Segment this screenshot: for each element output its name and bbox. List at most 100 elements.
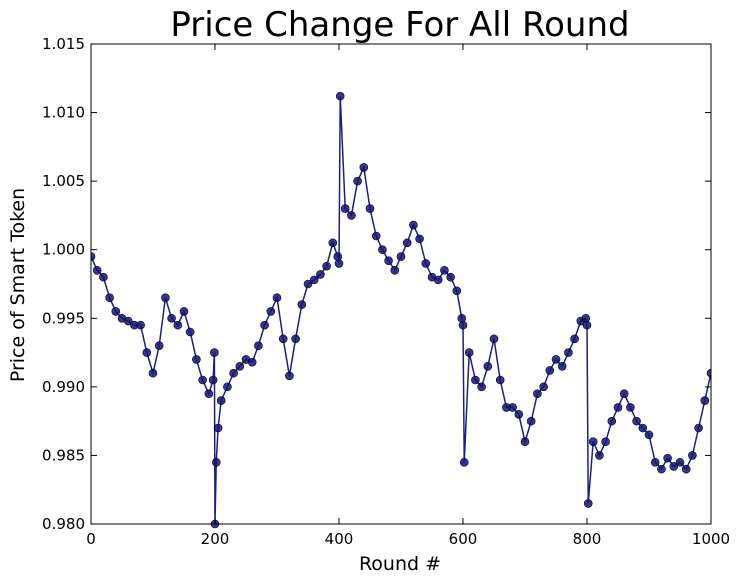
data-point: [514, 409, 524, 419]
data-point: [390, 265, 400, 275]
data-point: [353, 176, 362, 186]
data-point: [167, 313, 176, 323]
data-point: [328, 238, 338, 248]
data-point: [247, 357, 257, 367]
data-point: [148, 368, 158, 378]
data-point: [347, 211, 356, 220]
data-point: [173, 320, 183, 330]
data-point: [210, 348, 219, 357]
data-point: [316, 270, 325, 279]
data-point: [223, 382, 232, 392]
data-point: [539, 382, 548, 392]
data-point: [297, 300, 307, 309]
data-point: [619, 389, 629, 399]
data-point: [402, 238, 412, 248]
data-point: [154, 341, 164, 351]
data-point: [681, 464, 691, 474]
data-point: [657, 464, 666, 474]
data-point: [179, 307, 189, 316]
data-point: [335, 91, 345, 101]
data-point: [675, 457, 685, 467]
data-point: [663, 453, 672, 463]
data-point: [211, 457, 221, 467]
plot-frame: [90, 43, 712, 525]
data-point: [192, 355, 201, 364]
data-point: [334, 259, 344, 268]
data-point: [278, 334, 288, 344]
data-point: [198, 375, 207, 385]
data-point: [477, 382, 486, 392]
y-tick-label: 0.995: [42, 309, 85, 327]
data-point: [384, 256, 393, 265]
data-point: [111, 307, 121, 316]
data-point: [254, 341, 263, 351]
data-point: [464, 348, 474, 357]
y-tick-label: 1.000: [42, 241, 85, 259]
data-point: [185, 327, 195, 337]
data-point: [322, 261, 331, 271]
data-point: [545, 366, 555, 375]
data-point: [91, 252, 96, 261]
data-point: [208, 375, 218, 385]
data-point: [260, 320, 269, 330]
plot-area: [90, 43, 712, 529]
data-point: [557, 361, 567, 371]
data-point: [235, 361, 245, 371]
data-point: [583, 499, 593, 508]
y-tick-label: 0.990: [42, 378, 85, 396]
data-point: [700, 396, 710, 405]
data-point: [458, 320, 468, 330]
data-point: [371, 231, 381, 241]
x-tick-label: 1000: [692, 530, 730, 548]
data-point: [340, 204, 350, 213]
data-point: [694, 423, 703, 433]
data-point: [216, 396, 226, 405]
data-point: [533, 389, 542, 399]
data-point: [601, 437, 610, 447]
data-point: [272, 293, 282, 303]
data-point: [396, 252, 406, 261]
y-tick-label: 0.980: [42, 515, 85, 533]
data-point: [365, 204, 375, 213]
data-point: [495, 375, 505, 385]
data-point: [421, 259, 431, 268]
data-point: [309, 275, 319, 285]
data-point: [452, 286, 462, 296]
data-point: [229, 368, 238, 378]
data-point: [508, 403, 517, 412]
data-point: [123, 316, 133, 326]
data-point: [161, 293, 170, 303]
series-group: [91, 91, 711, 529]
data-point: [359, 163, 369, 172]
data-point: [105, 293, 114, 303]
data-point: [588, 437, 598, 447]
data-point: [551, 355, 561, 364]
x-tick-label: 0: [86, 530, 96, 548]
data-point: [136, 320, 145, 330]
axis-ticks: 0 200 400 600 800 1000 0.980 0.985 0.990 0.995 1.0…: [42, 35, 730, 548]
data-point: [638, 423, 648, 433]
data-point: [433, 275, 443, 285]
data-point: [706, 368, 711, 378]
data-point: [446, 272, 455, 282]
data-point: [489, 334, 499, 344]
data-point: [213, 423, 223, 433]
y-axis-label: Price of Smart Token: [7, 188, 29, 382]
data-point: [291, 334, 300, 344]
data-point: [92, 265, 102, 275]
data-point: [285, 371, 294, 381]
chart-title: Price Change For All Round: [170, 5, 629, 45]
x-tick-label: 600: [449, 530, 478, 548]
data-point: [632, 416, 641, 426]
data-point: [650, 457, 660, 467]
y-tick-label: 1.010: [42, 104, 85, 122]
data-point: [459, 457, 469, 467]
data-point: [613, 403, 623, 412]
data-point: [142, 348, 152, 357]
data-point: [440, 265, 449, 275]
x-axis-label: Round #: [359, 553, 441, 575]
data-point: [644, 430, 654, 440]
data-point: [204, 389, 214, 399]
data-point: [607, 416, 617, 426]
